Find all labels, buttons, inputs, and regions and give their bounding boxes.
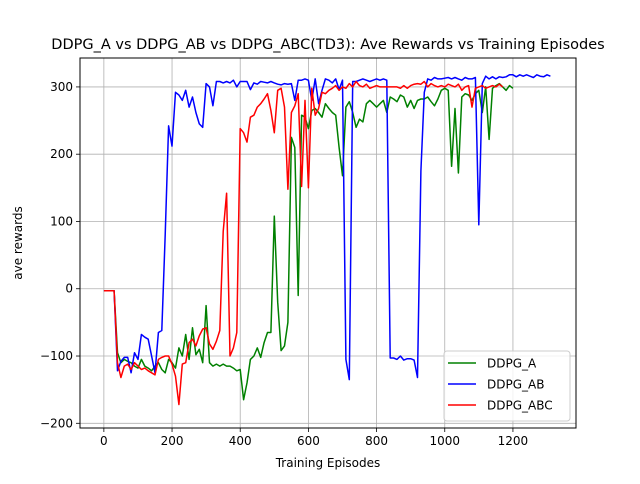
- x-tick-label: 800: [365, 434, 388, 448]
- series-line-ddpg-abc: [103, 80, 504, 406]
- legend-box: [443, 350, 571, 422]
- series-line-ddpg-a: [103, 82, 514, 401]
- y-tick-label: 300: [50, 80, 73, 94]
- y-tick-label: 100: [50, 214, 73, 228]
- x-tick-label: 0: [100, 434, 108, 448]
- legend-label: DDPG_ABC: [487, 399, 553, 413]
- y-tick-label: 0: [65, 282, 73, 296]
- legend-label: DDPG_A: [487, 357, 537, 371]
- x-tick-label: 1200: [498, 434, 529, 448]
- grid-lines: [80, 58, 576, 428]
- axis-ticks: 0 200 400 600 800 1000 1200 −200 −100 0 100 200 300: [40, 80, 528, 448]
- y-tick-label: −100: [40, 349, 73, 363]
- legend: DDPG_A DDPG_AB DDPG_ABC: [443, 350, 571, 422]
- legend-label: DDPG_AB: [487, 378, 544, 392]
- x-tick-label: 400: [229, 434, 252, 448]
- series-lines: [103, 74, 551, 406]
- y-tick-label: 200: [50, 147, 73, 161]
- series-line-ddpg-ab: [103, 74, 551, 381]
- x-tick-label: 1000: [429, 434, 460, 448]
- plot-frame: [79, 57, 577, 429]
- y-axis-label: ave rewards: [11, 206, 25, 279]
- x-tick-label: 600: [297, 434, 320, 448]
- x-axis-label: Training Episodes: [275, 456, 381, 470]
- y-tick-label: −200: [40, 416, 73, 430]
- chart-title: DDPG_A vs DDPG_AB vs DDPG_ABC(TD3): Ave …: [51, 37, 604, 53]
- x-tick-label: 200: [161, 434, 184, 448]
